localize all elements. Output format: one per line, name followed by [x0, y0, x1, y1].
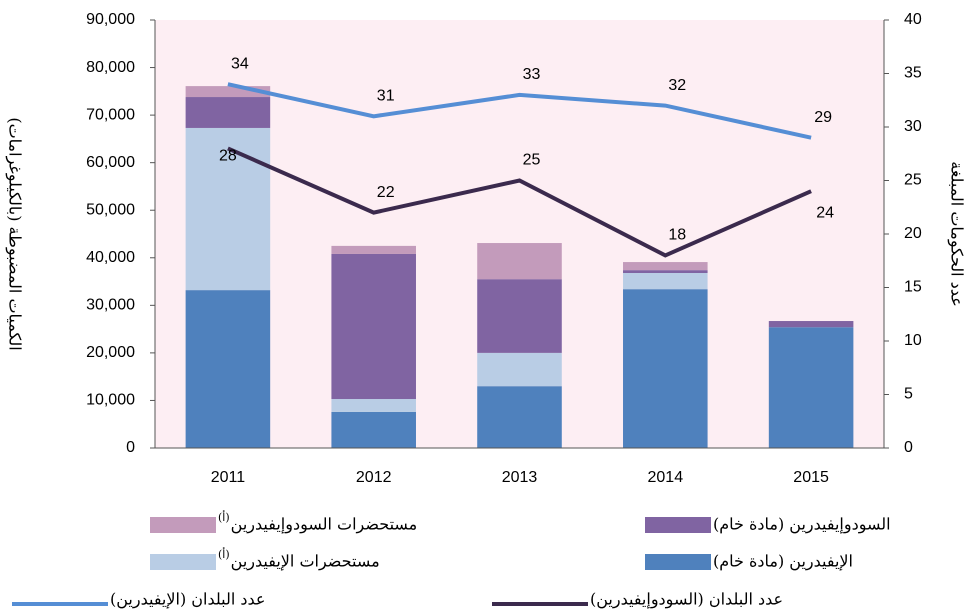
legend-item: عدد البلدان (السودوإيفيدرين) [492, 590, 783, 609]
y-tick-label: 40,000 [86, 249, 135, 266]
bar-segment [185, 127, 271, 291]
bar-segment [623, 272, 708, 290]
bar-segment [331, 399, 416, 412]
legend-swatch [645, 517, 711, 533]
bar-segment [477, 352, 562, 387]
bar-segment [331, 411, 416, 448]
legend-item: (أ) مستحضرات الإيفيدرين [150, 547, 380, 571]
legend-label: عدد البلدان (الإيفيدرين) [110, 590, 265, 609]
line [227, 146, 812, 258]
legend-label: مستحضرات السودوإيفيدرين [231, 515, 418, 534]
legend-item: عدد البلدان (الإيفيدرين) [12, 590, 265, 609]
bar-segment [185, 97, 271, 128]
legend-item: (أ) مستحضرات السودوإيفيدرين [150, 510, 417, 534]
legend-swatch [150, 517, 216, 533]
legend-item: السودوإيفيدرين (مادة خام) [645, 515, 891, 534]
y2-tick-label: 5 [904, 386, 913, 403]
y-tick-label: 50,000 [86, 201, 135, 218]
legend-label: عدد البلدان (السودوإيفيدرين) [590, 590, 783, 609]
bar-segment [185, 290, 271, 448]
y2-tick-label: 25 [904, 172, 922, 189]
data-label: 22 [377, 184, 395, 201]
legend-swatch [645, 554, 711, 570]
y2-tick-label: 30 [904, 118, 922, 135]
bar-segment [623, 270, 708, 273]
y2-axis-title: عدد الحكومات المبلغة [948, 161, 967, 307]
legend-label: السودوإيفيدرين (مادة خام) [713, 515, 891, 534]
legend-label: الإيفيدرين (مادة خام) [713, 552, 853, 571]
data-label: 25 [523, 152, 541, 169]
y-tick-label: 60,000 [86, 154, 135, 171]
x-tick-label: 2013 [502, 469, 538, 486]
y2-tick-label: 20 [904, 225, 922, 242]
data-label: 34 [231, 55, 249, 72]
x-tick-label: 2014 [648, 469, 684, 486]
y-tick-label: 20,000 [86, 344, 135, 361]
data-label: 29 [814, 109, 832, 126]
y-tick-label: 0 [126, 439, 135, 456]
x-tick-label: 2015 [793, 469, 829, 486]
data-label: 18 [668, 227, 686, 244]
y2-tick-label: 15 [904, 279, 922, 296]
y2-tick-label: 35 [904, 65, 922, 82]
legend-item: الإيفيدرين (مادة خام) [645, 552, 853, 571]
x-tick-label: 2012 [356, 469, 392, 486]
bar-segment [331, 245, 416, 254]
y-tick-label: 30,000 [86, 297, 135, 314]
bar-segment [477, 243, 562, 280]
y-tick-label: 10,000 [86, 392, 135, 409]
y-tick-label: 80,000 [86, 59, 135, 76]
bar-segment [768, 327, 854, 448]
bar-segment [477, 386, 562, 448]
legend-note: (أ) [218, 510, 230, 524]
data-label: 31 [377, 88, 395, 105]
bar-segment [185, 86, 271, 98]
bar-segment [623, 289, 708, 448]
x-tick-label: 2011 [211, 469, 246, 486]
bar-segment [623, 262, 708, 271]
y-axis-title: الكميات المضبوطة (بالكيلوغرامات) [6, 117, 25, 350]
data-label: 28 [219, 148, 237, 165]
line [227, 82, 812, 140]
y2-tick-label: 10 [904, 332, 922, 349]
bar-segment [331, 253, 416, 400]
legend-note: (أ) [218, 547, 230, 561]
bar-segment [477, 279, 562, 353]
data-label: 33 [523, 66, 541, 83]
y2-tick-label: 0 [904, 439, 913, 456]
legend-swatch [150, 554, 216, 570]
y2-tick-label: 40 [904, 11, 922, 28]
legend-label: مستحضرات الإيفيدرين [231, 552, 380, 571]
y-tick-label: 70,000 [86, 106, 135, 123]
y-tick-label: 90,000 [86, 11, 135, 28]
data-label: 32 [668, 77, 686, 94]
bar-segment [768, 321, 854, 328]
data-label: 24 [816, 204, 834, 221]
